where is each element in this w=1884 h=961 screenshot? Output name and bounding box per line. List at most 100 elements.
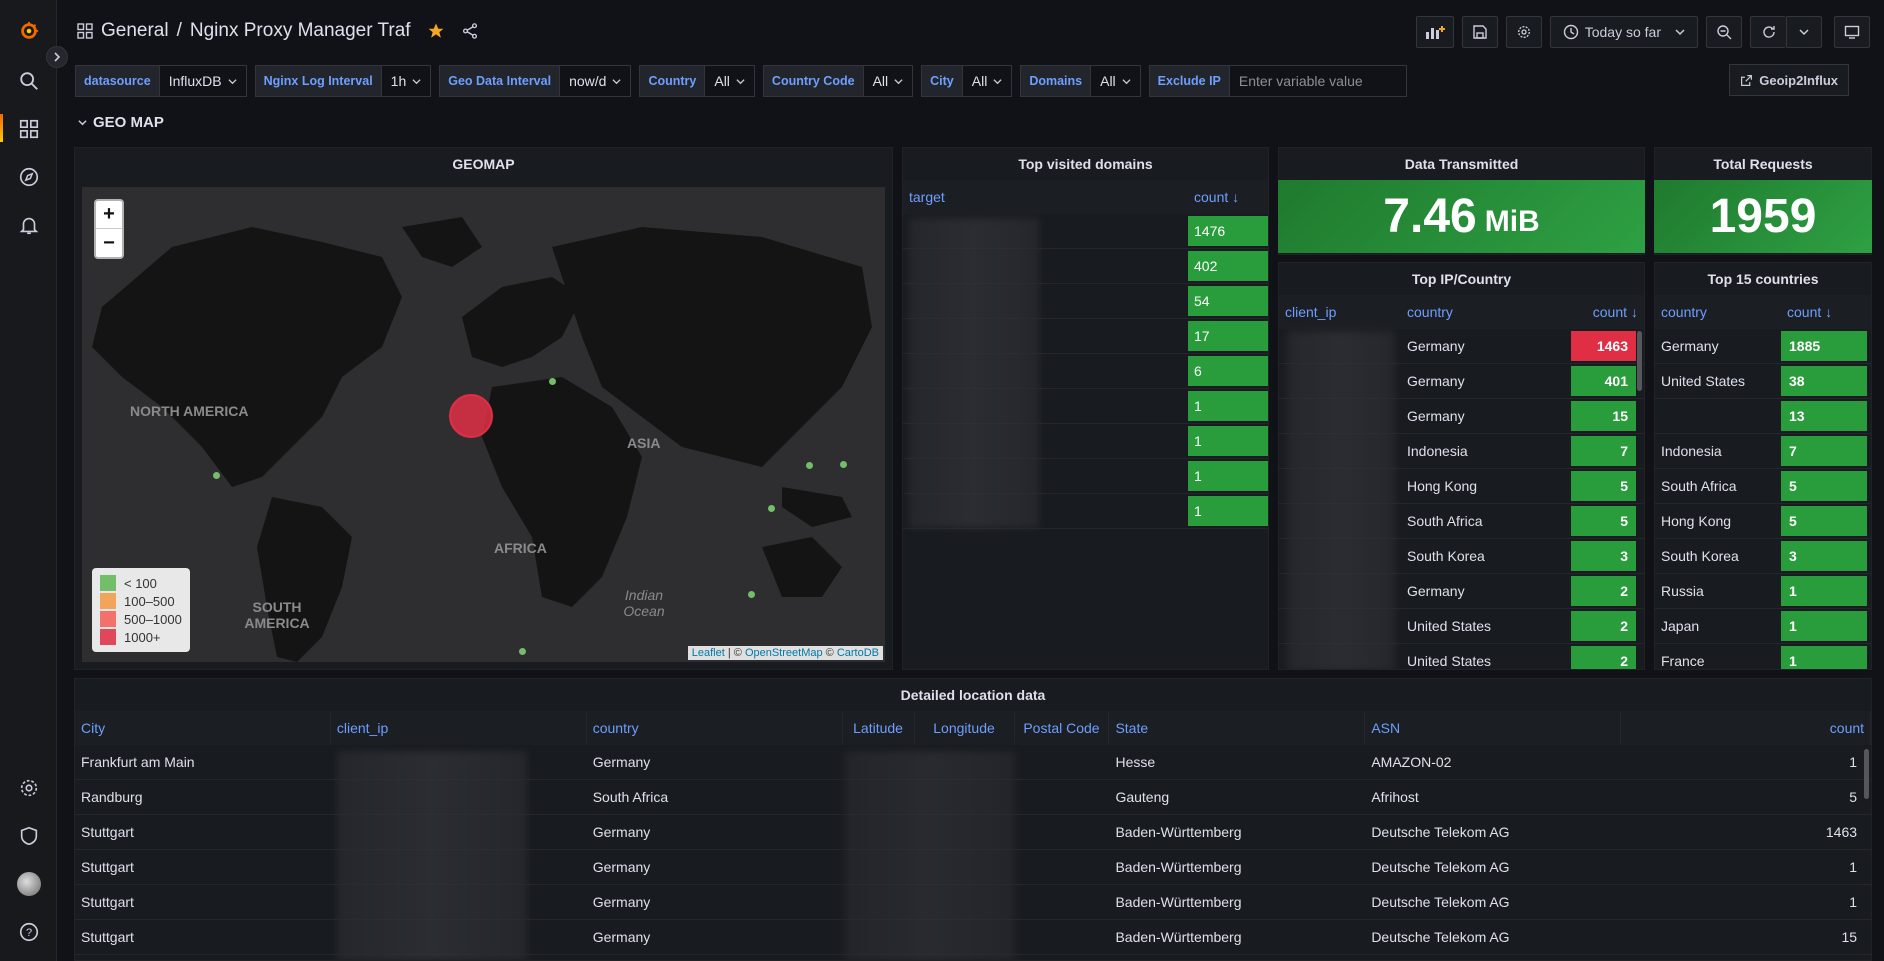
col-header-latitude[interactable]: Latitude bbox=[843, 711, 915, 745]
time-picker-button[interactable]: Today so far bbox=[1549, 16, 1698, 48]
map-marker[interactable] bbox=[748, 591, 755, 598]
map-marker[interactable] bbox=[549, 378, 556, 385]
col-header-country[interactable]: country bbox=[1407, 304, 1453, 320]
tv-mode-button[interactable] bbox=[1834, 16, 1870, 48]
scrollbar[interactable] bbox=[1637, 331, 1642, 391]
table-row[interactable]: United States 38 bbox=[1655, 364, 1871, 399]
var-select-geo-data-interval[interactable]: now/d bbox=[560, 65, 632, 97]
col-header-state[interactable]: State bbox=[1109, 711, 1366, 745]
dashboards-icon[interactable] bbox=[16, 116, 42, 142]
col-header-postal-code[interactable]: Postal Code bbox=[1015, 711, 1110, 745]
table-row[interactable]: 1476 bbox=[903, 214, 1268, 249]
table-row[interactable]: Germany 2 bbox=[1279, 574, 1644, 609]
explore-icon[interactable] bbox=[16, 164, 42, 190]
col-header-client-ip[interactable]: client_ip bbox=[331, 711, 587, 745]
map-marker[interactable] bbox=[840, 461, 847, 468]
city-value: Stuttgart bbox=[81, 894, 134, 910]
count-value: 54 bbox=[1194, 293, 1210, 309]
map-marker-germany[interactable] bbox=[449, 394, 493, 438]
table-row[interactable]: 1 bbox=[903, 424, 1268, 459]
var-select-country-code[interactable]: All bbox=[863, 65, 914, 97]
var-select-nginx-log-interval[interactable]: 1h bbox=[381, 65, 432, 97]
var-select-city[interactable]: All bbox=[962, 65, 1013, 97]
osm-link[interactable]: OpenStreetMap bbox=[744, 647, 823, 659]
table-row[interactable]: Germany 1885 bbox=[1655, 329, 1871, 364]
col-header-target[interactable]: target bbox=[909, 189, 945, 205]
chevron-down-icon bbox=[1122, 78, 1131, 84]
geoip2influx-link-button[interactable]: Geoip2Influx bbox=[1729, 64, 1849, 96]
user-avatar[interactable] bbox=[16, 871, 42, 897]
carto-link[interactable]: CartoDB bbox=[836, 647, 879, 659]
col-header-country[interactable]: country bbox=[1661, 304, 1707, 320]
alerting-bell-icon[interactable] bbox=[16, 212, 42, 238]
table-row[interactable]: United States 2 bbox=[1279, 609, 1644, 644]
table-row[interactable]: 1 bbox=[903, 459, 1268, 494]
col-header-country[interactable]: country bbox=[587, 711, 843, 745]
star-icon[interactable] bbox=[427, 22, 445, 40]
world-map[interactable]: NORTH AMERICA SOUTH AMERICA AFRICA ASIA … bbox=[82, 187, 885, 662]
col-header-client-ip[interactable]: client_ip bbox=[1285, 304, 1337, 320]
table-row[interactable]: South Korea 3 bbox=[1279, 539, 1644, 574]
country-value: United States bbox=[1407, 653, 1492, 669]
table-row[interactable]: France 1 bbox=[1655, 644, 1871, 669]
add-panel-button[interactable] bbox=[1415, 16, 1454, 48]
col-header-count[interactable]: count ↓ bbox=[1781, 295, 1871, 329]
dashboard-title[interactable]: Nginx Proxy Manager Traf bbox=[189, 20, 411, 41]
zoom-in-button[interactable]: + bbox=[96, 201, 122, 229]
zoom-out-button[interactable]: − bbox=[103, 231, 115, 254]
table-row[interactable]: Germany 1463 bbox=[1279, 329, 1644, 364]
col-header-count[interactable]: count bbox=[1621, 711, 1871, 745]
table-row[interactable]: Indonesia 7 bbox=[1279, 434, 1644, 469]
country-cell: South Korea bbox=[1655, 539, 1781, 573]
search-icon[interactable] bbox=[16, 68, 42, 94]
table-row[interactable]: 1 bbox=[903, 494, 1268, 529]
leaflet-link[interactable]: Leaflet bbox=[691, 647, 725, 659]
col-header-count[interactable]: count ↓ bbox=[1188, 180, 1268, 214]
grafana-logo-icon[interactable] bbox=[16, 18, 42, 44]
table-row[interactable]: Japan 1 bbox=[1655, 609, 1871, 644]
exclude-ip-input[interactable]: Enter variable value bbox=[1229, 65, 1407, 97]
table-row[interactable]: South Africa 5 bbox=[1279, 504, 1644, 539]
table-row[interactable]: Germany 401 bbox=[1279, 364, 1644, 399]
table-row[interactable]: Indonesia 7 bbox=[1655, 434, 1871, 469]
var-select-domains[interactable]: All bbox=[1091, 65, 1141, 97]
var-select-datasource[interactable]: InfluxDB bbox=[159, 65, 247, 97]
zoom-out-button[interactable] bbox=[1706, 16, 1742, 48]
table-row[interactable]: 17 bbox=[903, 319, 1268, 354]
shield-icon[interactable] bbox=[16, 823, 42, 849]
help-icon[interactable]: ? bbox=[16, 919, 42, 945]
table-row[interactable]: Russia 1 bbox=[1655, 574, 1871, 609]
table-row[interactable]: 1 bbox=[903, 389, 1268, 424]
expand-sidebar-button[interactable] bbox=[46, 46, 68, 68]
var-select-country[interactable]: All bbox=[705, 65, 755, 97]
refresh-button[interactable] bbox=[1750, 16, 1786, 48]
map-marker[interactable] bbox=[213, 472, 220, 479]
map-marker[interactable] bbox=[806, 462, 813, 469]
table-row[interactable]: 402 bbox=[903, 249, 1268, 284]
map-marker[interactable] bbox=[519, 648, 526, 655]
table-row[interactable]: United States 2 bbox=[1279, 644, 1644, 669]
save-dashboard-button[interactable] bbox=[1461, 16, 1498, 48]
refresh-interval-dropdown[interactable] bbox=[1786, 16, 1822, 48]
table-row[interactable]: Germany 15 bbox=[1279, 399, 1644, 434]
map-label-asia: ASIA bbox=[627, 435, 661, 451]
table-row[interactable]: 13 bbox=[1655, 399, 1871, 434]
row-header-geo-map[interactable]: GEO MAP bbox=[78, 114, 164, 131]
col-header-longitude[interactable]: Longitude bbox=[915, 711, 1015, 745]
scrollbar[interactable] bbox=[1864, 749, 1869, 799]
breadcrumb-folder[interactable]: General bbox=[101, 20, 169, 41]
settings-gear-icon[interactable] bbox=[16, 775, 42, 801]
table-row[interactable]: South Korea 3 bbox=[1655, 539, 1871, 574]
col-header-city[interactable]: City bbox=[75, 711, 331, 745]
col-header-count[interactable]: count ↓ bbox=[1571, 295, 1644, 329]
map-marker[interactable] bbox=[768, 505, 775, 512]
col-header-asn[interactable]: ASN bbox=[1365, 711, 1622, 745]
dashboard-settings-button[interactable] bbox=[1505, 16, 1542, 48]
count-cell: 1 bbox=[1781, 646, 1867, 669]
share-icon[interactable] bbox=[461, 22, 479, 40]
table-row[interactable]: 54 bbox=[903, 284, 1268, 319]
table-row[interactable]: South Africa 5 bbox=[1655, 469, 1871, 504]
table-row[interactable]: Hong Kong 5 bbox=[1279, 469, 1644, 504]
table-row[interactable]: Hong Kong 5 bbox=[1655, 504, 1871, 539]
table-row[interactable]: 6 bbox=[903, 354, 1268, 389]
